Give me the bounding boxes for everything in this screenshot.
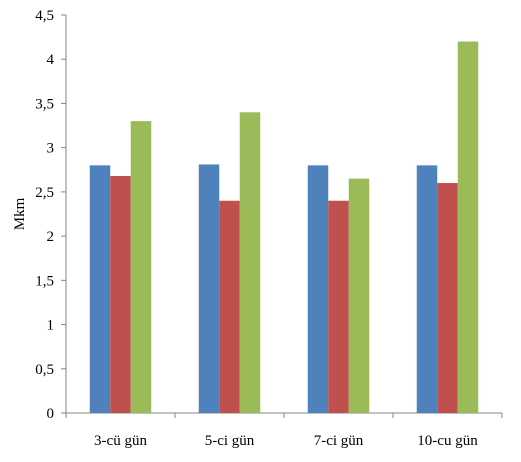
category-labels-group: 3-cü gün 5-ci gün 7-ci gün 10-cu gün bbox=[94, 433, 478, 449]
y-tick-label: 1,5 bbox=[35, 273, 54, 289]
category-label: 3-cü gün bbox=[94, 433, 147, 449]
bar bbox=[219, 200, 240, 413]
y-tick-label: 1 bbox=[47, 318, 55, 334]
bar bbox=[457, 41, 479, 414]
bar bbox=[239, 112, 261, 414]
bar bbox=[307, 165, 329, 413]
bar bbox=[89, 165, 111, 413]
bar bbox=[437, 183, 458, 413]
bar bbox=[198, 164, 220, 413]
y-tick-label: 4,5 bbox=[35, 8, 54, 24]
bar bbox=[130, 121, 152, 413]
bar bbox=[416, 165, 438, 413]
bars-group bbox=[89, 41, 479, 414]
category-label: 5-ci gün bbox=[205, 433, 255, 449]
category-label: 10-cu gün bbox=[417, 433, 478, 449]
bar bbox=[110, 175, 131, 413]
y-tick-label: 2 bbox=[47, 229, 55, 245]
category-label: 7-ci gün bbox=[314, 433, 364, 449]
y-ticks-group: 0 0,5 1 1,5 2 2,5 3 3,5 4 4,5 bbox=[35, 8, 66, 422]
y-tick-label: 0,5 bbox=[35, 362, 54, 378]
bar bbox=[348, 178, 370, 413]
y-axis-title: Mkm bbox=[12, 197, 28, 230]
y-tick-label: 3 bbox=[47, 141, 55, 157]
y-tick-label: 3,5 bbox=[35, 96, 54, 112]
y-tick-label: 4 bbox=[47, 52, 55, 68]
y-tick-label: 0 bbox=[47, 406, 55, 422]
y-tick-label: 2,5 bbox=[35, 185, 54, 201]
bar bbox=[328, 200, 349, 413]
